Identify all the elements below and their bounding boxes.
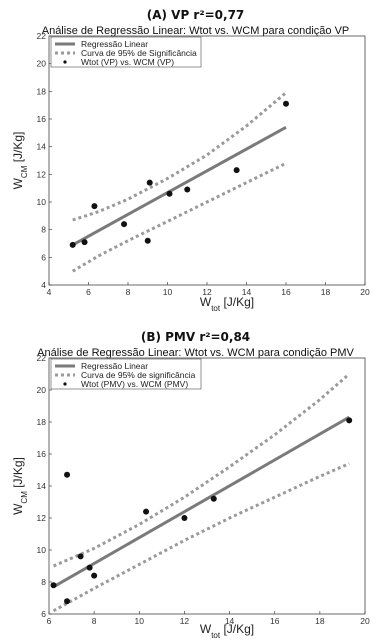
y-tick-label: 20 xyxy=(37,59,47,69)
y-tick-label: 12 xyxy=(37,513,47,523)
y-tick-label: 22 xyxy=(37,31,47,41)
legend-swatch-marker xyxy=(63,382,67,386)
y-axis-label-unit: [J/Kg] xyxy=(11,457,25,491)
legend-swatch-marker xyxy=(63,60,67,64)
x-tick-label: 14 xyxy=(242,287,252,297)
y-tick-label: 14 xyxy=(37,481,47,491)
x-tick-label: 8 xyxy=(92,616,97,626)
x-axis-label-sub: tot xyxy=(211,304,221,313)
y-tick-label: 10 xyxy=(37,197,47,207)
x-tick-label: 6 xyxy=(47,616,52,626)
confidence-band-line xyxy=(72,91,287,222)
data-point xyxy=(86,564,93,571)
data-point xyxy=(143,508,150,515)
data-point xyxy=(346,417,353,424)
data-point xyxy=(181,515,188,521)
data-point xyxy=(121,221,128,228)
chart-title: Análise de Regressão Linear: Wtot vs. WC… xyxy=(37,347,354,359)
data-point xyxy=(64,598,71,605)
data-point xyxy=(184,186,191,193)
data-point xyxy=(283,100,289,107)
confidence-band-line xyxy=(52,462,350,613)
y-tick-label: 16 xyxy=(37,114,47,124)
y-tick-label: 18 xyxy=(37,417,47,427)
x-tick-label: 16 xyxy=(281,287,291,297)
x-tick-label: 8 xyxy=(126,287,131,297)
y-tick-label: 8 xyxy=(41,225,46,235)
x-axis-label: Wtot [J/Kg] xyxy=(200,622,254,640)
x-axis-label-base: W xyxy=(200,622,212,636)
plot-frame xyxy=(48,35,366,286)
x-tick-label: 4 xyxy=(47,287,52,297)
regression-line xyxy=(71,125,287,247)
x-tick-label: 18 xyxy=(315,616,325,626)
x-tick-label: 20 xyxy=(360,616,370,626)
x-tick-label: 10 xyxy=(135,616,145,626)
chart-b-svg: 6 8 10 12 14 16 18 20 6 8 10 12 14 16 18 20 22 Regressão … xyxy=(11,353,370,640)
panel-a: (A) VP r²=0,77 Análise de Regressão Line… xyxy=(0,0,391,318)
y-tick-label: 14 xyxy=(37,142,47,152)
data-point xyxy=(50,582,57,589)
x-axis-label-sub: tot xyxy=(211,631,221,640)
y-axis-label-sub: CM xyxy=(20,165,29,178)
x-tick-label: 10 xyxy=(163,287,173,297)
x-tick-label: 12 xyxy=(202,287,212,297)
y-tick-label: 16 xyxy=(37,449,47,459)
regression-line xyxy=(52,415,350,589)
legend-box xyxy=(50,36,202,68)
legend-label: Wtot (PMV) vs. WCM (PMV) xyxy=(81,379,188,389)
panel-label: (A) VP r²=0,77 xyxy=(146,8,245,22)
panel-label: (B) PMV r²=0,84 xyxy=(140,330,251,344)
legend-label: Curva de 95% de Significância xyxy=(81,48,197,58)
legend-box xyxy=(50,358,202,390)
data-point xyxy=(69,241,76,248)
y-axis-label-unit: [J/Kg] xyxy=(11,132,25,166)
y-tick-label: 8 xyxy=(41,577,46,587)
data-point xyxy=(81,239,88,246)
data-point xyxy=(91,203,98,210)
chart-title: Análise de Regressão Linear: Wtot vs. WC… xyxy=(41,25,350,37)
y-tick-label: 4 xyxy=(41,280,46,290)
y-axis-label: WCM [J/Kg] xyxy=(11,457,29,515)
data-point xyxy=(166,190,173,197)
y-tick-label: 6 xyxy=(41,609,46,619)
data-point xyxy=(233,167,240,174)
chart-a-svg: 4 6 8 10 12 14 16 18 20 4 6 8 10 12 14 16 18 20 22 Regressã… xyxy=(11,31,370,313)
x-tick-label: 6 xyxy=(86,287,91,297)
x-tick-label: 16 xyxy=(270,616,280,626)
confidence-band-line xyxy=(52,372,351,568)
y-tick-label: 22 xyxy=(37,353,47,363)
x-tick-label: 14 xyxy=(225,616,235,626)
data-point xyxy=(64,471,71,478)
x-tick-label: 20 xyxy=(360,287,370,297)
data-point xyxy=(146,179,153,186)
y-axis-label-sub: CM xyxy=(20,491,29,504)
legend-label: Regressão Linear xyxy=(81,39,148,49)
x-tick-label: 18 xyxy=(321,287,331,297)
data-point xyxy=(210,495,217,502)
data-point xyxy=(91,572,98,579)
x-axis-label-unit: [J/Kg] xyxy=(220,622,254,636)
x-axis-label-unit: [J/Kg] xyxy=(220,295,254,309)
y-axis-label: WCM [J/Kg] xyxy=(11,132,29,190)
legend-label: Curva de 95% de significância xyxy=(81,370,196,380)
y-tick-label: 20 xyxy=(37,385,47,395)
y-tick-label: 6 xyxy=(41,252,46,262)
y-tick-label: 18 xyxy=(37,86,47,96)
x-tick-label: 12 xyxy=(180,616,190,626)
data-point xyxy=(77,553,84,560)
x-axis-label: Wtot [J/Kg] xyxy=(200,295,254,313)
legend-label: Regressão Linear xyxy=(81,361,148,371)
y-axis-label-base: W xyxy=(11,177,25,189)
confidence-band-line xyxy=(71,161,287,273)
panel-b: (B) PMV r²=0,84 Análise de Regressão Lin… xyxy=(0,322,391,640)
x-axis-label-base: W xyxy=(200,295,212,309)
y-axis-label-base: W xyxy=(11,503,25,515)
data-point xyxy=(144,237,151,244)
legend-label: Wtot (VP) vs. WCM (VP) xyxy=(81,57,174,67)
y-tick-label: 12 xyxy=(37,169,47,179)
y-tick-label: 10 xyxy=(37,545,47,555)
